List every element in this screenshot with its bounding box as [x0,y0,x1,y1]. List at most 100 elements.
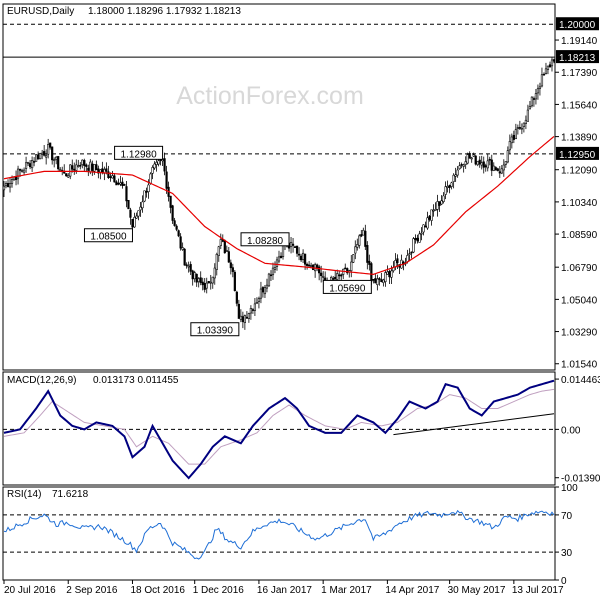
candle-body [209,281,212,284]
candle [249,305,253,320]
candle-body [299,255,303,261]
candle-body [364,230,367,247]
candle [16,165,20,185]
candle-body [406,255,409,262]
candle-body [123,184,126,186]
candle [209,274,212,290]
candle-body [420,232,423,235]
candle-body [203,283,206,290]
candle-body [368,260,371,265]
candle-body [219,239,222,246]
axes: 1.19140 1.17390 1.15640 1.13890 1.12090 1.103… [555,17,599,371]
candle-body [225,250,228,252]
candle [490,154,493,177]
candle [22,167,26,175]
candle [438,201,441,212]
candle-body [522,122,525,127]
candle [428,215,431,222]
candle-body [350,261,353,272]
candle [35,154,38,162]
candle [436,194,439,217]
candle [358,234,361,249]
candle-body [217,246,220,256]
candle [247,312,250,323]
candle-body [81,159,84,165]
candle-body [253,303,257,311]
candle [83,158,86,172]
candle-body [279,255,283,259]
annotation-label: 1.05690 [329,283,366,294]
candle [173,217,176,227]
candle [474,155,477,166]
candle [55,156,58,165]
candle-body [14,176,18,180]
candle [43,144,46,157]
y-tick-label: 1.08590 [561,230,598,241]
candle [127,200,130,210]
candle-body [33,161,36,163]
candle [275,256,279,271]
x-axis: 20 Jul 2016 2 Sep 2016 18 Oct 2016 1 Dec 20… [3,580,564,596]
candle-body [490,159,493,171]
candle [163,152,166,176]
y-tick-label: 1.15640 [561,100,598,111]
candle [26,161,30,167]
candle-body [362,229,365,236]
y-tick-label: 1.17390 [561,68,598,79]
annotation-label: 1.03390 [197,326,234,337]
candle-body [508,141,511,151]
candle [257,296,261,309]
candle-body [440,200,443,205]
candle-body [10,179,14,184]
macd-panel-frame [2,371,556,486]
candle-body [115,181,118,186]
candle [245,311,248,319]
rsi-value: 71.6218 [52,489,89,500]
candle-body [187,265,190,268]
candle [181,242,184,251]
candle-body [269,274,273,277]
x-tick-label: 30 May 2017 [448,585,506,596]
candle [546,65,550,75]
price-tag-box [556,146,599,160]
candle-body [65,173,68,177]
candle [117,178,120,186]
candle [532,96,536,107]
macd-y-tick-label: -0.013906 [561,474,600,485]
price-annotation: 1.08280 [240,232,290,247]
candle-body [281,245,285,257]
candle [430,209,433,226]
candle [518,120,521,131]
candle [500,165,503,175]
candle [462,163,465,173]
candle [512,130,515,144]
candle [253,298,257,317]
candle-body [147,184,150,192]
candle-body [135,215,138,219]
candle [187,261,190,273]
candle [514,123,517,140]
candle [502,159,505,177]
candle-body [173,220,176,226]
candle [450,181,453,190]
candle-body [418,233,421,243]
candle-body [512,134,515,140]
candle-body [107,171,110,178]
candle-body [412,238,415,253]
candle [468,151,471,159]
annotation-label: 1.08500 [90,232,127,243]
candle [494,166,497,171]
candle [356,238,359,251]
macd-y-tick-label: 0.014463 [561,375,600,386]
candle-body [263,287,267,295]
candle-body [67,175,70,178]
candle [534,89,538,105]
candle-body [456,169,459,176]
candle [197,277,200,288]
candle-body [438,201,441,206]
candle-body [101,168,104,173]
candle-body [139,206,142,211]
candle [45,149,48,165]
candle [6,179,10,188]
candle [215,252,218,276]
